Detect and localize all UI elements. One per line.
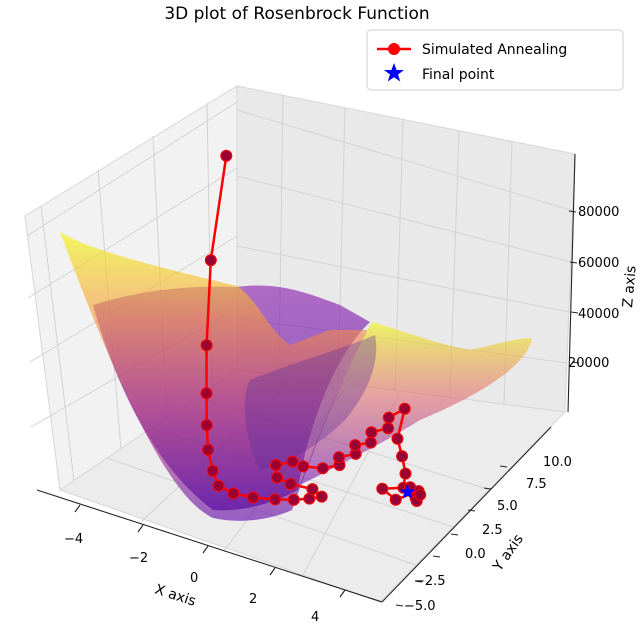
- annealing-point: [200, 419, 213, 432]
- annealing-point: [269, 493, 282, 506]
- annealing-point: [382, 411, 395, 424]
- annealing-point: [391, 432, 404, 445]
- y-axis-title: Y axis: [490, 531, 527, 575]
- annealing-point: [306, 483, 319, 496]
- annealing-point: [414, 488, 427, 501]
- x-tick-label: 0: [190, 571, 198, 586]
- z-tick-label: 80000: [578, 205, 619, 220]
- legend-label: Simulated Annealing: [422, 42, 567, 58]
- z-axis-title: Z axis: [620, 265, 640, 308]
- rosenbrock-surface: [60, 232, 532, 521]
- x-axis-ticks: [74, 504, 346, 598]
- y-tick-label: 7.5: [526, 477, 547, 492]
- x-tick-label: −4: [64, 532, 83, 547]
- z-tick-label: 20000: [568, 356, 609, 371]
- x-tick-label: 2: [249, 592, 257, 607]
- z-axis-ticks: [568, 210, 580, 364]
- annealing-point: [206, 464, 219, 477]
- final-point-star: [399, 484, 416, 499]
- annealing-point: [271, 471, 283, 484]
- y-tick-label: 2.5: [482, 523, 503, 538]
- x-tick-label: 4: [311, 610, 319, 625]
- annealing-point: [364, 436, 377, 449]
- legend-star-icon: [384, 63, 404, 82]
- annealing-point: [200, 339, 213, 352]
- series-layer: [200, 149, 427, 507]
- legend-box: [366, 29, 624, 91]
- legend: Simulated Annealing Final point: [366, 29, 624, 91]
- z-tick-label: 40000: [578, 307, 619, 322]
- annealing-point: [399, 467, 412, 480]
- annealing-point: [269, 459, 282, 471]
- annealing-point: [284, 478, 297, 490]
- y-axis-ticks: [395, 465, 508, 607]
- y-tick-label: −5.0: [404, 599, 436, 614]
- annealing-point: [286, 455, 299, 468]
- annealing-point: [220, 149, 233, 162]
- y-tick-label: 0.0: [465, 547, 486, 562]
- chart-title: 3D plot of Rosenbrock Function: [164, 4, 429, 24]
- annealing-point: [333, 451, 345, 464]
- annealing-point: [315, 490, 328, 503]
- annealing-point: [382, 422, 395, 435]
- annealing-point: [287, 493, 300, 506]
- annealing-point: [200, 387, 213, 400]
- annealing-point: [204, 254, 217, 267]
- annealing-point: [365, 426, 378, 439]
- annealing-point: [389, 493, 402, 506]
- annealing-point: [212, 479, 225, 492]
- annealing-point: [202, 443, 215, 456]
- axis-lines: [36, 153, 576, 603]
- annealing-point: [376, 482, 389, 495]
- x-tick-label: −2: [129, 551, 148, 566]
- z-tick-label: 60000: [578, 256, 619, 271]
- annealing-point: [396, 450, 409, 463]
- annealing-point: [297, 460, 310, 473]
- annealing-point: [227, 487, 240, 500]
- annealing-point: [316, 462, 329, 475]
- y-tick-label: 10.0: [543, 455, 572, 470]
- y-tick-label: 5.0: [497, 499, 518, 514]
- legend-label: Final point: [422, 67, 495, 83]
- y-tick-label: −2.5: [414, 574, 446, 589]
- annealing-point: [247, 491, 260, 504]
- annealing-point: [349, 439, 362, 452]
- legend-marker-icon: [388, 43, 400, 55]
- annealing-point: [398, 402, 411, 415]
